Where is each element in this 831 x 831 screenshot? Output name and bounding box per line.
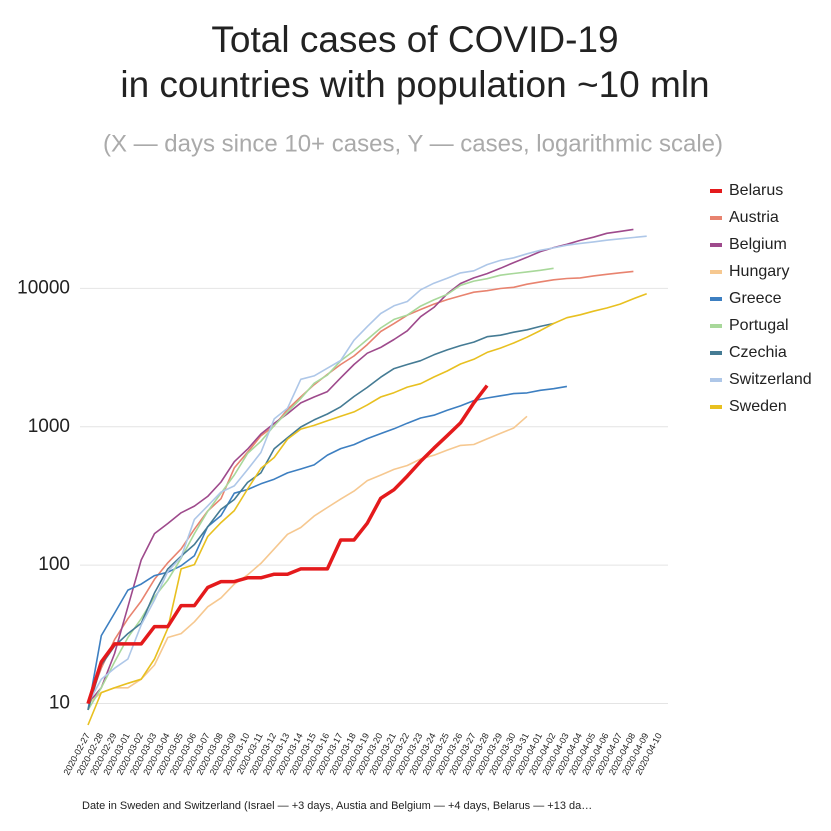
- series-line: [87, 322, 554, 711]
- legend-label: Belgium: [729, 236, 787, 253]
- legend-label: Hungary: [729, 263, 789, 280]
- legend-label: Greece: [729, 290, 782, 307]
- y-tick-label: 10000: [17, 277, 70, 298]
- chart-title: Total cases of COVID-19: [211, 19, 618, 60]
- chart-subtitle: (X — days since 10+ cases, Y — cases, lo…: [103, 130, 723, 157]
- series-line: [87, 270, 634, 704]
- y-tick-label: 100: [38, 554, 70, 575]
- legend-label: Belarus: [729, 182, 783, 199]
- legend-label: Austria: [729, 209, 779, 226]
- series-line: [87, 267, 554, 711]
- legend-label: Portugal: [729, 317, 789, 334]
- y-tick-label: 1000: [28, 416, 70, 437]
- chart-title: in countries with population ~10 mln: [120, 64, 709, 105]
- series-line: [87, 415, 528, 705]
- legend-label: Czechia: [729, 344, 787, 361]
- series-line: [87, 235, 647, 704]
- series-line: [87, 228, 634, 705]
- series-line: [86, 384, 489, 705]
- y-tick-label: 10: [49, 693, 70, 714]
- legend-label: Switzerland: [729, 371, 812, 388]
- legend-label: Sweden: [729, 398, 787, 415]
- series-line: [87, 292, 647, 726]
- footnote: Date in Sweden and Switzerland (Israel —…: [82, 800, 592, 812]
